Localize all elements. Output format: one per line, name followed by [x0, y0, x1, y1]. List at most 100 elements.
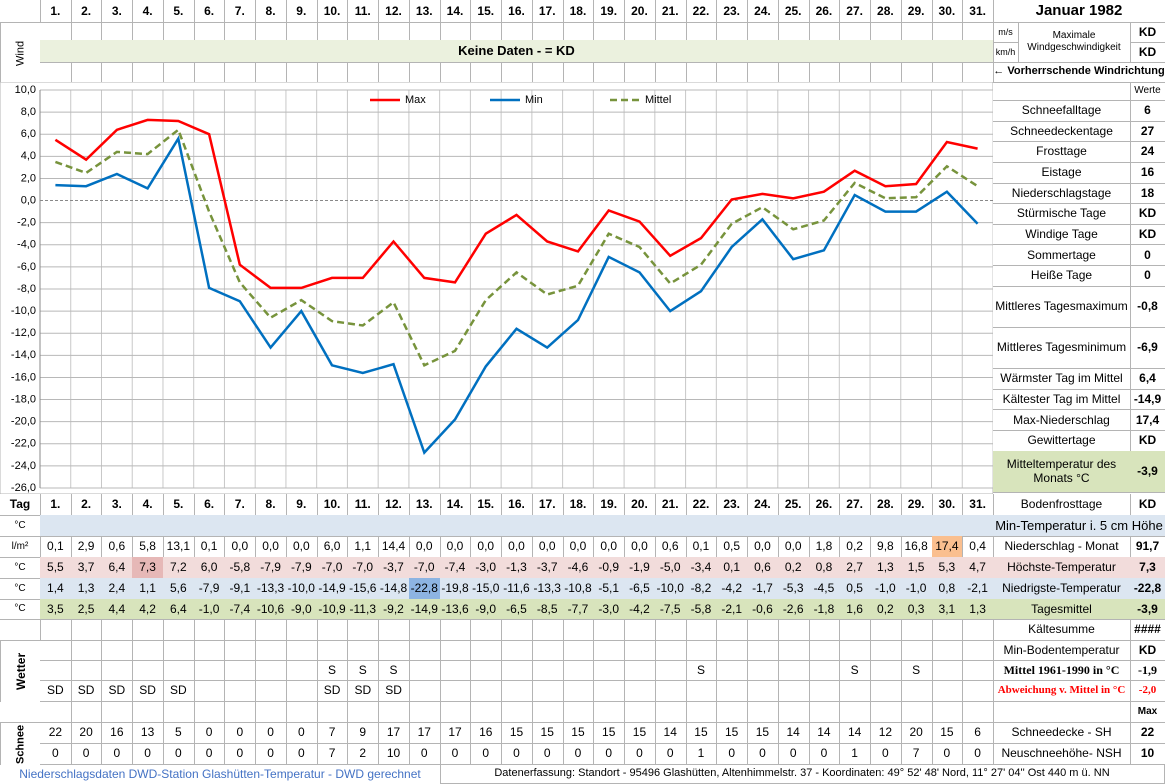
blank-cell [839, 619, 872, 641]
blank-cell [531, 701, 564, 723]
lower-stat-value: -22,8 [1130, 578, 1165, 600]
snow-depth-cell: 15 [716, 722, 749, 744]
day-header: 10. [316, 0, 349, 23]
stat-value: 0 [1130, 244, 1165, 267]
mean-cell: -1,0 [193, 599, 226, 620]
blank-cell [162, 640, 195, 661]
snow-depth-cell: 6 [962, 722, 994, 744]
wind-dir-cell [562, 62, 595, 83]
blank-cell [101, 701, 134, 723]
weather-cell: S [347, 660, 380, 681]
snow-depth-cell: 22 [40, 722, 72, 744]
blank-cell [962, 701, 994, 723]
weather-cell [716, 660, 749, 681]
wind-cell [439, 22, 472, 41]
snow-depth-cell: 15 [624, 722, 656, 744]
mean-cell: 0,2 [870, 599, 902, 620]
day-header: 20. [624, 0, 656, 23]
blank-cell [378, 640, 410, 661]
snow-depth-cell: 15 [685, 722, 718, 744]
blank-cell [316, 619, 349, 641]
precip-cell: 6,0 [316, 536, 349, 558]
empty-cell [931, 515, 964, 537]
day-number: 6. [193, 494, 226, 516]
max-cell: -5,0 [654, 557, 687, 579]
stat-value: -0,8 [1130, 286, 1165, 328]
stat-value: KD [1130, 224, 1165, 246]
row-label: l/m² [0, 536, 41, 558]
wind-dir-cell [132, 62, 164, 83]
blank-cell [132, 640, 164, 661]
blank-cell [470, 619, 503, 641]
new-snow-cell: 0 [285, 743, 318, 765]
wind-dir-cell [40, 62, 72, 83]
weather-cell [70, 660, 103, 681]
blank-cell [562, 701, 595, 723]
day-header: 24. [747, 0, 779, 23]
blank-cell [470, 701, 503, 723]
day-number: 10. [316, 494, 349, 516]
day-number: 14. [439, 494, 472, 516]
new-snow-cell: 0 [40, 743, 72, 765]
legend-label: Mittel [645, 94, 671, 106]
weather-cell [808, 660, 841, 681]
legend-label: Max [405, 94, 426, 106]
day-number: 28. [870, 494, 902, 516]
weather-cell [501, 680, 533, 702]
blank-cell [900, 619, 933, 641]
mean-cell: -8,5 [531, 599, 564, 620]
mean-cell: 0,3 [900, 599, 933, 620]
empty-cell [132, 515, 164, 537]
y-tick-label: -26,0 [11, 482, 36, 494]
min-cell: 1,1 [132, 578, 164, 600]
day-header: 11. [347, 0, 380, 23]
blank-cell [285, 640, 318, 661]
mean-cell: -13,6 [439, 599, 472, 620]
min-cell: 1,4 [40, 578, 72, 600]
precip-cell: 1,8 [808, 536, 841, 558]
new-snow-cell: 0 [408, 743, 441, 765]
day-number: 18. [562, 494, 595, 516]
weather-cell [900, 680, 933, 702]
blank-cell [962, 640, 994, 661]
wind-dir-cell [870, 62, 902, 83]
weather-cell [193, 660, 226, 681]
precip-cell: 0,6 [654, 536, 687, 558]
mean-cell: 3,5 [40, 599, 72, 620]
wind-cell [685, 22, 718, 41]
day-number: 8. [255, 494, 287, 516]
weather-cell [408, 680, 441, 702]
weather-cell [624, 660, 656, 681]
snow-depth-cell: 15 [593, 722, 626, 744]
blank-cell [132, 701, 164, 723]
stat-value: KD [1130, 430, 1165, 452]
stat-value: 17,4 [1130, 409, 1165, 432]
day-header: 8. [255, 0, 287, 23]
max-cell: -3,0 [470, 557, 503, 579]
wind-dir-cell [162, 62, 195, 83]
y-tick-label: -2,0 [17, 217, 36, 229]
wind-dir-cell [931, 62, 964, 83]
blank-cell [285, 619, 318, 641]
lower-stat-label: Abweichung v. Mittel in °C [993, 680, 1131, 702]
empty-cell [501, 515, 533, 537]
new-snow-cell: 0 [162, 743, 195, 765]
stat-label: Kältester Tag im Mittel [993, 388, 1131, 411]
blank-cell [316, 640, 349, 661]
blank-cell [716, 640, 749, 661]
weather-cell: S [900, 660, 933, 681]
min-cell: -1,0 [900, 578, 933, 600]
day-header: 23. [716, 0, 749, 23]
row-label: °C [0, 578, 41, 600]
min-cell: -14,8 [378, 578, 410, 600]
mean-cell: 6,4 [162, 599, 195, 620]
blank-cell [808, 701, 841, 723]
max-cell: 6,4 [101, 557, 134, 579]
blank-cell [808, 619, 841, 641]
empty-cell [347, 515, 380, 537]
max-cell: 7,3 [132, 557, 164, 579]
lower-stat-label: Min-Bodentemperatur [993, 640, 1131, 661]
max-cell: 7,2 [162, 557, 195, 579]
precip-cell: 16,8 [900, 536, 933, 558]
stat-value: -14,9 [1130, 389, 1165, 411]
